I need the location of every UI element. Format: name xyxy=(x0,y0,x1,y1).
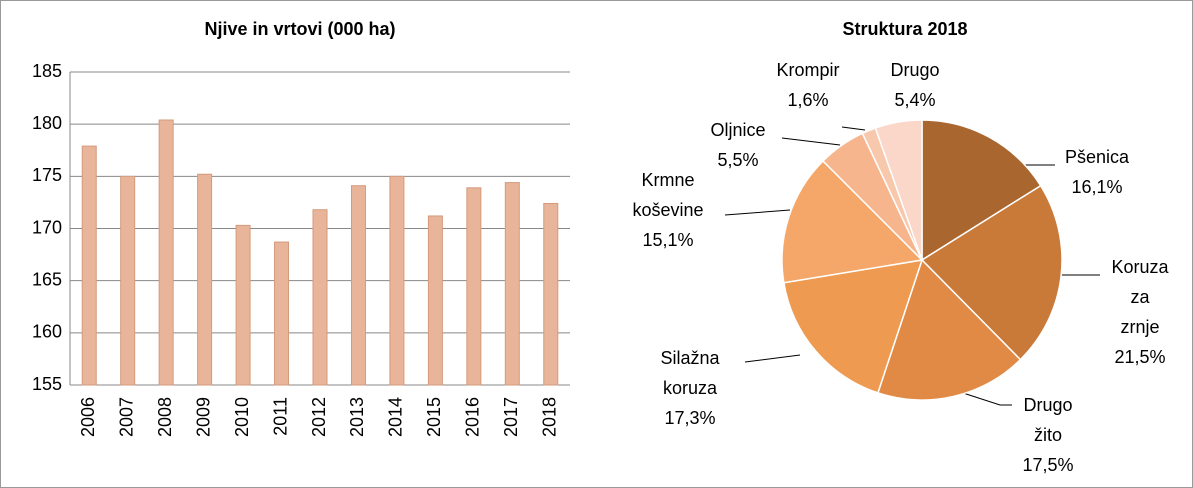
pie-slice xyxy=(921,119,1042,262)
slice-value: 17,3% xyxy=(664,408,716,428)
slice-value: 16,1% xyxy=(1071,177,1123,197)
y-tick-label: 160 xyxy=(32,322,62,342)
bar xyxy=(120,175,136,386)
slice-name: Pšenica xyxy=(1064,147,1130,167)
slice-name: Drugo žito xyxy=(1023,395,1073,445)
slice-label: Koruza za zrnje 21,5% xyxy=(1111,252,1168,372)
x-tick-label: 2010 xyxy=(232,397,252,437)
slice-value: 21,5% xyxy=(1114,347,1166,367)
bar xyxy=(158,119,174,386)
slice-value: 5,4% xyxy=(894,90,936,110)
slice-label: Krompir 1,6% xyxy=(776,55,839,115)
slice-label: Pšenica 16,1% xyxy=(1065,142,1129,202)
y-tick-label: 185 xyxy=(32,61,62,81)
pie-slice xyxy=(920,184,1063,361)
bar xyxy=(350,185,366,386)
x-tick-label: 2017 xyxy=(501,397,521,437)
slice-label: Drugo žito 17,5% xyxy=(1022,390,1073,480)
x-tick-label: 2013 xyxy=(347,397,367,437)
bar xyxy=(235,224,251,386)
bar xyxy=(466,187,482,386)
leader xyxy=(724,209,791,216)
x-tick-label: 2006 xyxy=(78,397,98,437)
bar-title: Njive in vrtovi (000 ha) xyxy=(204,19,395,39)
y-tick-label: 165 xyxy=(32,269,62,289)
bar xyxy=(312,209,328,386)
pie-slice xyxy=(781,159,924,284)
slice-value: 17,5% xyxy=(1022,455,1074,475)
slice-value: 5,5% xyxy=(717,150,759,170)
y-tick-label: 155 xyxy=(32,374,62,394)
slice-name: Drugo xyxy=(890,60,940,80)
y-tick-label: 170 xyxy=(32,217,62,237)
x-tick-label: 2016 xyxy=(463,397,483,437)
bar xyxy=(81,145,97,386)
pie-slice xyxy=(876,258,1022,401)
bar xyxy=(389,175,405,386)
slice-value: 1,6% xyxy=(787,90,829,110)
x-tick-label: 2012 xyxy=(309,397,329,437)
slice-name: Krompir xyxy=(776,60,840,80)
y-tick-label: 175 xyxy=(32,165,62,185)
slice-name: Silažna koruza xyxy=(660,348,720,398)
pie-title: Struktura 2018 xyxy=(842,19,967,39)
x-tick-label: 2008 xyxy=(155,397,175,437)
slice-label: Oljnice 5,5% xyxy=(710,115,765,175)
x-tick-label: 2011 xyxy=(270,397,290,436)
leader xyxy=(781,137,841,146)
bar xyxy=(197,173,213,386)
y-tick-label: 180 xyxy=(32,113,62,133)
slice-name: Oljnice xyxy=(710,120,766,140)
bar xyxy=(504,182,520,386)
slice-label: Krmne koševine 15,1% xyxy=(632,165,703,255)
pie-slice xyxy=(783,259,924,394)
leader xyxy=(959,391,1012,406)
slice-value: 15,1% xyxy=(642,230,694,250)
slice-label: Drugo 5,4% xyxy=(890,55,939,115)
x-tick-label: 2015 xyxy=(424,397,444,437)
leader xyxy=(841,126,866,131)
slice-label: Silažna koruza 17,3% xyxy=(660,343,719,433)
x-tick-label: 2014 xyxy=(386,397,406,437)
bar xyxy=(543,202,559,386)
bar xyxy=(274,241,290,386)
x-tick-label: 2007 xyxy=(116,397,136,437)
x-tick-label: 2009 xyxy=(193,397,213,437)
bar xyxy=(427,215,443,386)
slice-name: Krmne koševine xyxy=(632,170,704,220)
slice-name: Koruza za zrnje xyxy=(1111,257,1169,337)
leader xyxy=(744,354,801,363)
pie-slice xyxy=(874,119,923,261)
x-tick-label: 2018 xyxy=(540,397,560,437)
